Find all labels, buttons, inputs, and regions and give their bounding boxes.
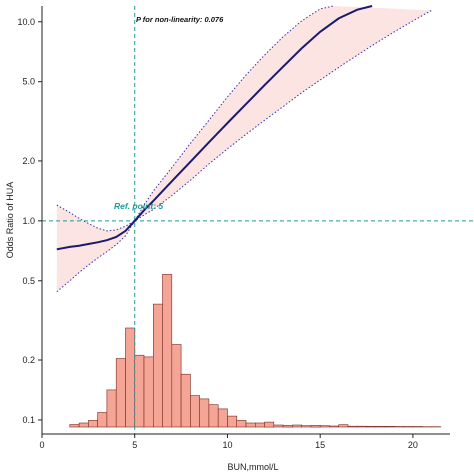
histogram-bar-7 (135, 355, 144, 427)
histogram-bar-37 (413, 427, 422, 428)
histogram-bar-27 (320, 426, 329, 427)
histogram-bar-30 (348, 426, 357, 427)
histogram-bar-4 (107, 390, 116, 427)
histogram-bar-34 (385, 426, 394, 427)
x-tick-label-10: 10 (222, 440, 232, 450)
histogram-bar-11 (172, 345, 181, 428)
histogram-bar-36 (404, 427, 413, 428)
histogram-bar-10 (163, 274, 172, 427)
histogram-bar-2 (88, 420, 97, 427)
histogram-bar-29 (339, 425, 348, 427)
histogram-bar-26 (311, 425, 320, 427)
histogram-bar-25 (302, 426, 311, 427)
x-tick-label-20: 20 (408, 440, 418, 450)
histogram-bar-13 (190, 396, 199, 427)
x-tick-label-5: 5 (132, 440, 137, 450)
histogram-bar-5 (116, 359, 125, 428)
histogram-bar-32 (367, 426, 376, 427)
p-nonlinearity-annotation: P for non-linearity: 0.076 (136, 15, 224, 24)
histogram-bar-0 (70, 425, 79, 428)
histogram-bar-17 (228, 416, 237, 427)
reference-point-label: Ref. point: 5 (114, 201, 163, 211)
histogram-bar-20 (255, 423, 264, 427)
y-tick-label-0.2: 0.2 (22, 355, 35, 365)
histogram-bar-22 (274, 425, 283, 427)
histogram-bar-16 (218, 409, 227, 427)
y-tick-label-10.0: 10.0 (17, 17, 35, 27)
histogram-bar-14 (200, 399, 209, 427)
histogram-bar-18 (237, 420, 246, 427)
histogram-bar-6 (126, 328, 135, 427)
y-axis-title: Odds Ratio of HUA (5, 182, 15, 259)
histogram-bar-8 (144, 357, 153, 427)
histogram-bar-3 (98, 413, 107, 428)
histogram-bar-24 (292, 425, 301, 427)
histogram-bar-28 (330, 426, 339, 427)
histogram-bar-12 (181, 374, 190, 427)
histogram-bar-1 (79, 423, 88, 427)
histogram-bar-31 (357, 426, 366, 427)
histogram-bar-19 (246, 423, 255, 427)
histogram-bar-23 (283, 425, 292, 427)
histogram-bar-15 (209, 405, 218, 427)
histogram-bar-35 (394, 427, 403, 428)
x-axis-title: BUN,mmol/L (227, 462, 278, 472)
y-tick-label-5.0: 5.0 (22, 77, 35, 87)
histogram-bar-21 (265, 422, 274, 427)
y-tick-label-0.5: 0.5 (22, 276, 35, 286)
x-tick-label-0: 0 (39, 440, 44, 450)
y-tick-label-2.0: 2.0 (22, 156, 35, 166)
histogram-bar-33 (376, 426, 385, 427)
x-tick-label-15: 15 (315, 440, 325, 450)
y-tick-label-0.1: 0.1 (22, 415, 35, 425)
histogram-bar-9 (153, 304, 162, 427)
y-tick-label-1.0: 1.0 (22, 216, 35, 226)
